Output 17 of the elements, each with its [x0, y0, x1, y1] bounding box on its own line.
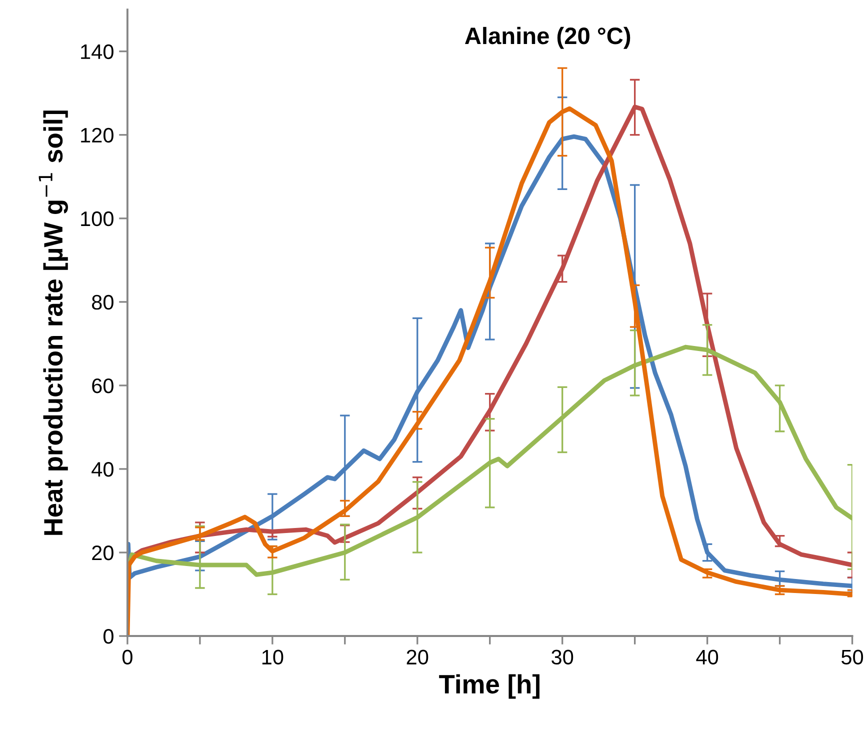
y-tick-label: 40	[92, 462, 114, 477]
x-tick-label: 30	[552, 650, 574, 665]
x-tick-label: 10	[262, 650, 284, 665]
y-tick-label: 100	[81, 211, 114, 226]
x-tick-label: 0	[122, 650, 132, 665]
x-tick-label: 50	[842, 650, 864, 665]
y-tick-label: 140	[81, 44, 114, 60]
y-tick-label: 120	[81, 128, 114, 143]
x-tick-label: 40	[696, 650, 718, 665]
y-axis-title: Heat production rate [µW g$^{−1}$ soil]	[38, 110, 68, 535]
y-tick-label: 80	[92, 294, 114, 310]
y-tick-label: 0	[103, 629, 114, 644]
x-axis-title: Time [h]	[439, 674, 540, 699]
y-tick-label: 20	[92, 546, 114, 560]
y-tick-label: 60	[92, 378, 114, 394]
x-tick-label: 20	[406, 650, 428, 665]
text: Alanine (20 °C)	[464, 26, 630, 49]
